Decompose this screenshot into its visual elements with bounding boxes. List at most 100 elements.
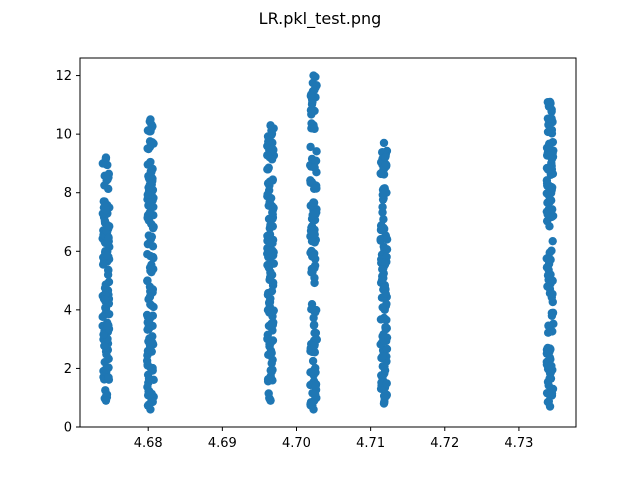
data-point xyxy=(104,233,113,243)
data-point xyxy=(545,222,554,231)
data-point xyxy=(104,309,114,319)
data-point xyxy=(143,276,152,286)
data-point xyxy=(382,344,392,354)
data-point xyxy=(310,124,319,134)
data-point xyxy=(105,222,114,231)
data-point xyxy=(308,107,317,116)
data-point xyxy=(265,297,275,307)
data-point xyxy=(545,248,554,257)
data-point xyxy=(266,121,275,130)
data-point xyxy=(381,160,391,169)
data-point xyxy=(381,289,390,299)
data-point xyxy=(145,345,154,354)
data-point xyxy=(542,189,552,198)
data-point xyxy=(265,239,275,249)
data-point xyxy=(545,402,555,411)
data-point xyxy=(306,176,315,185)
data-point xyxy=(548,308,558,317)
data-point xyxy=(103,321,113,331)
data-point xyxy=(378,303,387,312)
data-point xyxy=(149,139,158,148)
data-point xyxy=(381,152,390,162)
x-tick-label: 4.69 xyxy=(208,436,237,451)
data-point xyxy=(547,293,556,302)
data-point xyxy=(379,330,388,339)
y-tick-label: 4 xyxy=(64,303,72,318)
data-point xyxy=(265,177,275,186)
data-point xyxy=(380,362,389,371)
data-point xyxy=(144,374,154,384)
data-point xyxy=(104,354,113,364)
data-point xyxy=(101,205,110,215)
data-point xyxy=(547,114,556,123)
data-point xyxy=(102,250,111,260)
data-point xyxy=(547,361,556,371)
plot-area xyxy=(79,57,577,428)
data-point xyxy=(311,390,320,399)
chart-title: LR.pkl_test.png xyxy=(259,9,382,29)
data-point xyxy=(101,396,111,405)
data-point xyxy=(310,163,319,172)
data-point xyxy=(379,138,389,148)
data-point xyxy=(149,222,158,232)
data-point xyxy=(264,389,273,398)
data-points xyxy=(98,71,558,414)
data-point xyxy=(544,381,553,390)
data-point xyxy=(382,324,391,333)
data-point xyxy=(310,341,319,350)
data-point xyxy=(546,196,556,205)
data-point xyxy=(143,325,152,334)
data-point xyxy=(100,341,109,351)
data-point xyxy=(310,230,319,239)
data-point xyxy=(544,255,553,264)
data-point xyxy=(263,165,273,174)
x-tick-label: 4.70 xyxy=(282,436,311,451)
data-point xyxy=(143,160,152,169)
data-point xyxy=(146,405,155,414)
axes-background xyxy=(80,58,576,427)
data-point xyxy=(263,375,273,384)
data-point xyxy=(312,147,321,156)
data-point xyxy=(149,202,158,212)
data-point xyxy=(264,136,273,145)
data-point xyxy=(309,405,318,414)
data-point xyxy=(309,198,318,207)
data-point xyxy=(144,231,154,240)
data-point xyxy=(100,283,110,293)
data-point xyxy=(311,382,320,391)
data-point xyxy=(147,267,156,277)
data-point xyxy=(545,369,555,378)
data-point xyxy=(306,368,315,377)
data-point xyxy=(545,353,554,362)
y-tick-label: 10 xyxy=(55,128,72,143)
data-point xyxy=(103,175,112,184)
y-tick-label: 2 xyxy=(64,362,72,377)
data-point xyxy=(378,190,387,199)
data-point xyxy=(267,286,277,296)
data-point xyxy=(265,230,275,239)
data-point xyxy=(543,282,552,291)
data-point xyxy=(148,363,157,373)
data-point xyxy=(267,348,276,358)
data-point xyxy=(144,144,153,154)
data-point xyxy=(310,273,319,283)
data-point xyxy=(309,321,319,330)
data-point xyxy=(143,190,152,199)
data-point xyxy=(547,205,557,214)
data-point xyxy=(378,202,387,212)
data-point xyxy=(378,265,387,274)
data-point xyxy=(545,97,555,107)
data-point xyxy=(264,263,274,272)
data-point xyxy=(543,127,553,137)
data-point xyxy=(310,85,319,95)
data-point xyxy=(548,236,557,246)
data-point xyxy=(543,328,553,337)
data-point xyxy=(149,253,158,263)
data-point xyxy=(265,275,274,285)
x-axis: 4.68 4.69 4.70 4.71 4.72 4.73 xyxy=(134,427,533,451)
y-tick-label: 6 xyxy=(64,245,72,260)
data-point xyxy=(376,384,386,393)
data-point xyxy=(148,242,158,251)
x-tick-label: 4.72 xyxy=(430,436,459,451)
data-point xyxy=(308,210,317,220)
